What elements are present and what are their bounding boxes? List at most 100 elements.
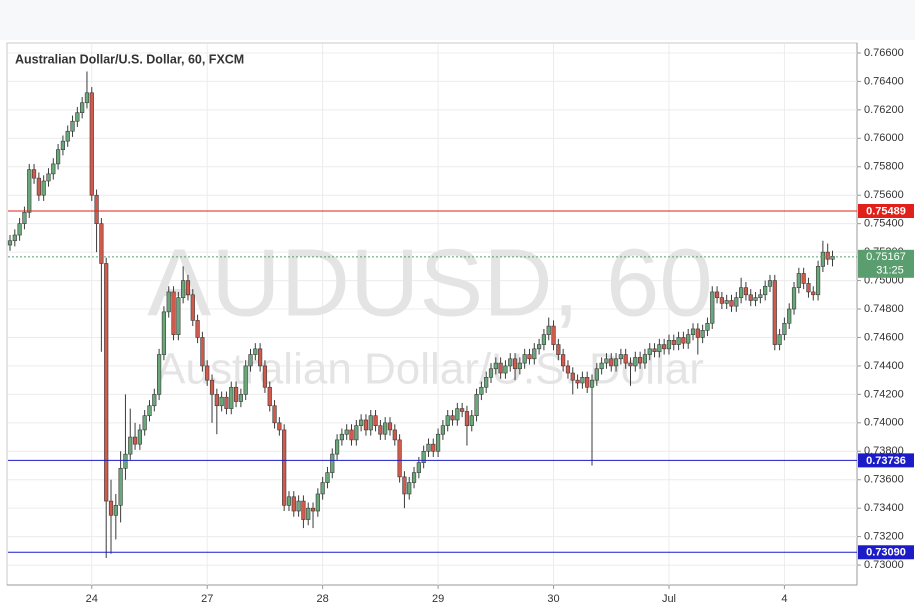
watermark-symbol: AUDUSD, 60 — [147, 229, 713, 336]
x-tick-label: 4 — [781, 593, 787, 605]
candle-body — [272, 405, 277, 424]
candle-body — [532, 348, 537, 360]
level-label-box — [858, 204, 914, 219]
candle-body — [791, 287, 797, 310]
candle-body — [628, 362, 633, 367]
candle-body — [642, 354, 648, 364]
y-tick-label: 0.75800 — [864, 161, 904, 173]
candle-body — [666, 340, 672, 350]
candle-body — [681, 337, 686, 344]
level-label: 0.73736 — [866, 455, 906, 467]
candle-body — [65, 130, 70, 142]
candle-body — [565, 365, 571, 374]
x-tick-label: 30 — [547, 593, 559, 605]
candle-body — [229, 386, 234, 409]
level-label-box — [858, 453, 914, 468]
candle-body — [99, 223, 104, 264]
candle-body — [570, 372, 575, 381]
candle-body — [585, 377, 590, 388]
y-tick-label: 0.74400 — [864, 360, 904, 372]
candle-body — [387, 422, 393, 431]
candle-body — [359, 419, 364, 426]
candle-body — [80, 102, 85, 114]
candle-body — [556, 344, 561, 355]
candle-body — [575, 379, 580, 384]
candle-body — [450, 415, 455, 421]
candle-body — [286, 496, 292, 506]
x-tick-label: 24 — [86, 593, 98, 605]
candle-body — [75, 112, 80, 122]
candle-body — [214, 394, 219, 407]
last-price-label: 0.75167 — [866, 251, 906, 263]
y-tick-label: 0.73600 — [864, 474, 904, 486]
candle-body — [724, 300, 729, 304]
candle-body — [258, 348, 263, 367]
candle-body — [671, 340, 676, 345]
candle-body — [339, 433, 344, 441]
candle-body — [161, 311, 167, 355]
candle-body — [469, 415, 474, 426]
top-bar — [0, 0, 915, 40]
candle-body — [652, 348, 657, 352]
candle-body — [123, 453, 128, 469]
candle-body — [181, 280, 186, 298]
last-price-box — [858, 249, 914, 278]
y-tick-label: 0.73400 — [864, 502, 904, 514]
candle-body — [94, 194, 99, 224]
candle-body — [89, 92, 94, 196]
plot-area — [6, 42, 858, 586]
candle-body — [512, 358, 518, 370]
candle-body — [104, 263, 109, 502]
candle-body — [296, 500, 301, 512]
candle-body — [176, 297, 181, 335]
countdown: 31:25 — [876, 265, 904, 277]
y-tick-label: 0.76000 — [864, 132, 904, 144]
candle-body — [306, 507, 311, 520]
candle-body — [51, 163, 56, 175]
candle-body — [638, 357, 643, 364]
candle-body — [825, 251, 830, 260]
candle-body — [132, 436, 138, 445]
candle-body — [60, 140, 66, 150]
candle-body — [392, 429, 397, 441]
candle-body — [224, 396, 229, 409]
candle-body — [811, 291, 816, 296]
candle-body — [484, 377, 489, 388]
candle-body — [190, 294, 195, 321]
chart-title: Australian Dollar/U.S. Dollar, 60, FXCM — [15, 52, 244, 66]
candle-body — [238, 394, 243, 402]
y-tick-label: 0.74800 — [864, 303, 904, 315]
candle-body — [334, 439, 340, 455]
candle-body — [796, 273, 801, 288]
y-tick-label: 0.74000 — [864, 417, 904, 429]
candle-body — [613, 358, 619, 367]
y-tick-label: 0.73000 — [864, 559, 904, 571]
candle-body — [493, 362, 498, 370]
candle-body — [743, 287, 749, 296]
candle-body — [325, 472, 330, 483]
candle-body — [729, 300, 734, 307]
candle-body — [219, 396, 224, 407]
candle-body — [157, 354, 162, 395]
candle-body — [734, 297, 739, 307]
candle-body — [368, 415, 373, 431]
candle-body — [262, 365, 268, 388]
candle-body — [426, 443, 431, 452]
candle-body — [411, 472, 417, 483]
candle-body — [354, 425, 359, 441]
candle-body — [142, 415, 147, 431]
y-tick-label: 0.76400 — [864, 75, 904, 87]
y-tick-label: 0.75600 — [864, 189, 904, 201]
candle-body — [782, 322, 787, 335]
candle-body — [301, 500, 306, 520]
candle-body — [267, 386, 272, 407]
candle-body — [17, 223, 22, 236]
candle-body — [546, 325, 551, 335]
candle-body — [580, 377, 585, 384]
candle-body — [185, 280, 191, 296]
candle-body — [623, 354, 628, 364]
candle-body — [383, 422, 388, 435]
candle-body — [330, 453, 335, 473]
y-tick-label: 0.75400 — [864, 218, 904, 230]
